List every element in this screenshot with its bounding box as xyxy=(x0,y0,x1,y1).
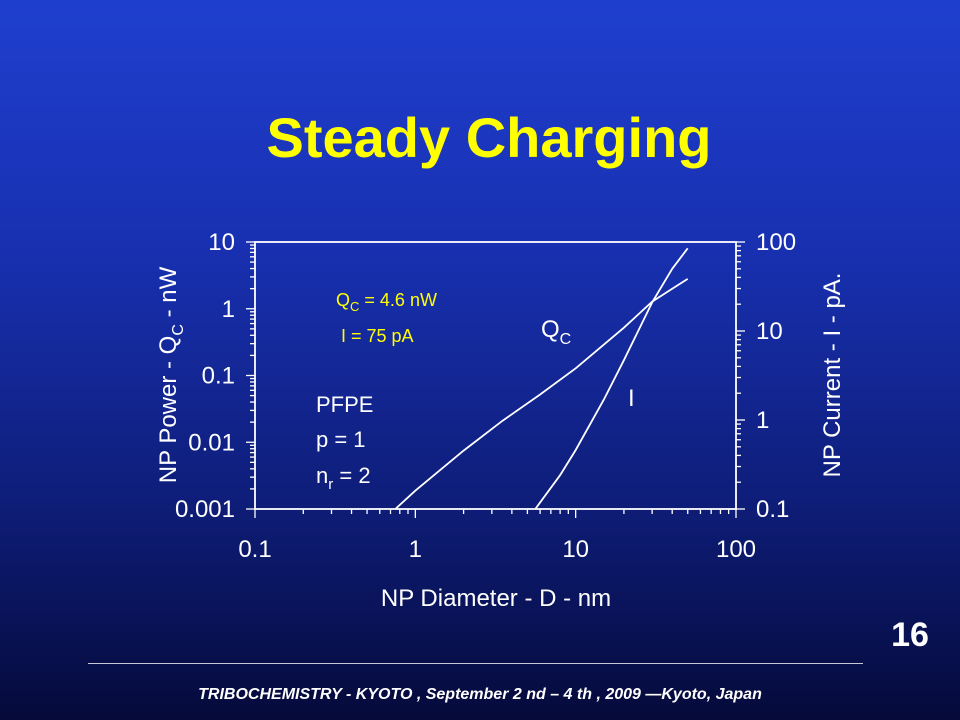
y-axis-left-label: NP Power - QC - nW xyxy=(155,266,187,483)
y-axis-right-label: NP Current - I - pA. xyxy=(819,273,846,478)
series-i-label: I xyxy=(628,385,635,412)
material-annotation: PFPE xyxy=(316,392,373,417)
tick-labels: 0.1 1 10 100 10 1 0.1 0.01 0.001 100 10 1 0.1 xyxy=(175,229,796,563)
series-i-line xyxy=(534,247,689,510)
x-tick-label: 100 xyxy=(716,536,756,563)
y-left-tick-label: 10 xyxy=(208,229,235,256)
nr-parameter-annotation: nr = 2 xyxy=(316,463,371,493)
minor-ticks xyxy=(250,244,741,514)
p-parameter-annotation: p = 1 xyxy=(316,427,366,452)
series-qc-label: QC xyxy=(541,316,571,348)
i-value-annotation: I = 75 pA xyxy=(341,326,414,346)
y-right-tick-label: 100 xyxy=(756,229,796,256)
y-right-tick-label: 10 xyxy=(756,318,783,345)
x-tick-label: 0.1 xyxy=(238,536,271,563)
y-right-tick-label: 1 xyxy=(756,407,769,434)
footer-divider xyxy=(88,663,863,664)
x-tick-label: 1 xyxy=(409,536,422,563)
y-left-tick-label: 0.001 xyxy=(175,496,235,523)
x-axis-label: NP Diameter - D - nm xyxy=(381,585,611,612)
qc-value-annotation: QC = 4.6 nW xyxy=(336,290,437,314)
page-number: 16 xyxy=(891,616,929,654)
y-right-tick-label: 0.1 xyxy=(756,496,789,523)
y-left-tick-label: 0.1 xyxy=(202,363,235,390)
major-ticks xyxy=(246,241,745,518)
x-tick-label: 10 xyxy=(562,536,589,563)
slide-title: Steady Charging xyxy=(266,106,712,169)
footer-text: TRIBOCHEMISTRY - KYOTO , September 2 nd … xyxy=(198,686,762,703)
series-qc-line xyxy=(394,278,689,510)
y-left-tick-label: 1 xyxy=(222,296,235,323)
y-left-tick-label: 0.01 xyxy=(188,429,235,456)
